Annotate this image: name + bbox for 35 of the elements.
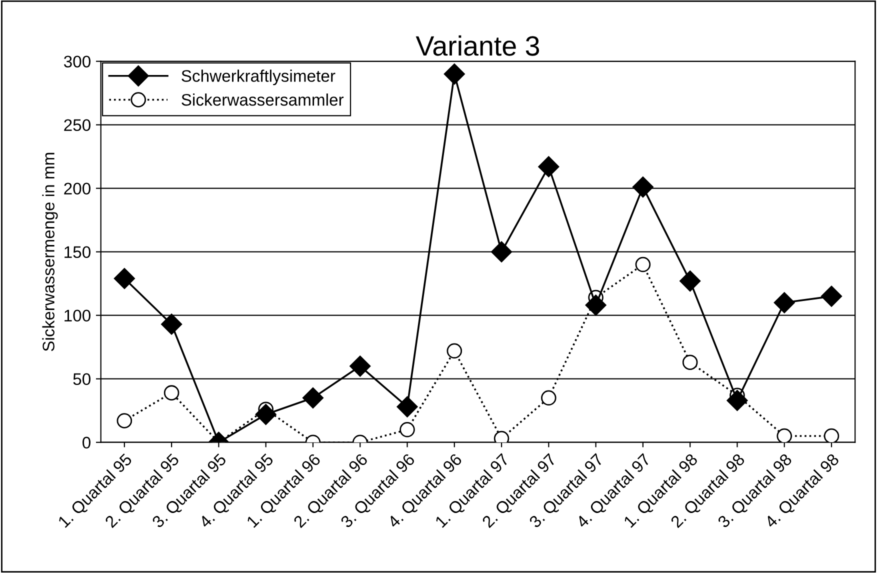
point xyxy=(585,294,606,316)
y-axis-title: Sickerwassermenge in mm xyxy=(42,152,58,352)
point xyxy=(824,428,840,442)
point xyxy=(491,241,512,262)
y-tick-label: 0 xyxy=(82,436,90,449)
point xyxy=(302,387,324,408)
legend-label: Schwerkraftlysimeter xyxy=(182,70,336,86)
point xyxy=(541,390,556,406)
y-tick-label: 50 xyxy=(73,373,90,386)
point xyxy=(726,390,748,411)
point xyxy=(774,292,795,314)
point xyxy=(538,156,560,178)
point xyxy=(820,286,842,307)
point xyxy=(161,314,182,335)
point xyxy=(682,354,698,370)
legend-label: Sickerwassersammler xyxy=(182,94,344,106)
point xyxy=(400,422,415,438)
y-tick-label: 100 xyxy=(64,310,90,322)
point xyxy=(255,404,276,425)
point xyxy=(446,343,462,359)
y-tick-label: 300 xyxy=(64,56,90,68)
point xyxy=(632,176,654,198)
point xyxy=(164,385,180,400)
y-tick-label: 200 xyxy=(64,182,90,195)
point xyxy=(116,413,132,428)
point xyxy=(350,356,371,377)
y-tick-label: 150 xyxy=(64,246,90,258)
point xyxy=(444,63,465,85)
point xyxy=(776,428,792,442)
point xyxy=(635,256,651,272)
y-tick-label: 250 xyxy=(64,119,90,132)
point xyxy=(680,270,701,292)
chart-title: Variante 3 xyxy=(416,35,540,56)
point xyxy=(396,396,418,418)
point xyxy=(114,268,135,290)
